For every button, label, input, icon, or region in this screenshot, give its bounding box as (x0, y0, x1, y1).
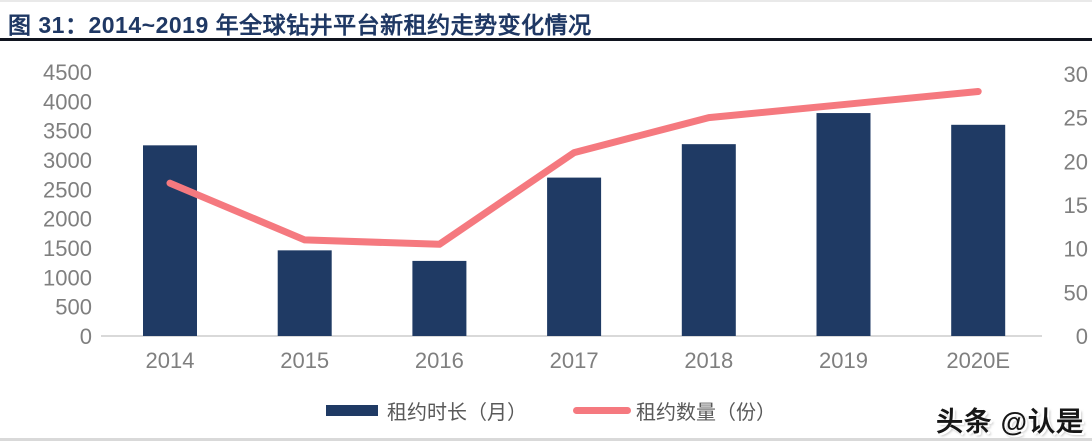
x-axis-label: 2016 (415, 348, 464, 373)
bar-2017 (547, 177, 602, 336)
left-axis-tick: 1500 (43, 236, 92, 261)
bar-series-swatch-icon (326, 404, 378, 416)
watermark: 头条 @认是 (936, 407, 1084, 437)
x-axis-label: 2018 (684, 348, 733, 373)
bar-2015 (277, 250, 332, 336)
figure-title: 图 31：2014~2019 年全球钻井平台新租约走势变化情况 (8, 12, 592, 38)
chart-legend: 租约时长（月） 租约数量（份） (326, 396, 776, 425)
x-axis-label: 2020E (946, 348, 1010, 373)
legend-label-bar-series: 租约时长（月） (387, 401, 527, 424)
page-edge-bottom (0, 438, 1092, 441)
left-axis-tick: 1000 (43, 265, 92, 290)
bar-2018 (681, 144, 736, 336)
x-axis-label: 2017 (550, 348, 599, 373)
right-axis-tick: 50 (1064, 280, 1088, 305)
left-axis-tick: 4000 (43, 89, 92, 114)
line-series (166, 87, 982, 248)
bar-2019 (816, 113, 871, 336)
legend-label-line-series: 租约数量（份） (636, 401, 776, 424)
bar-2016 (412, 260, 467, 336)
right-axis-tick: 0 (1076, 324, 1088, 349)
combo-chart: 0 500 1000 1500 2000 2500 3000 3500 4000 4500 0 50 1… (43, 60, 1088, 373)
right-axis-tick: 20 (1064, 149, 1088, 174)
right-axis-tick: 15 (1064, 193, 1088, 218)
legend-item-line-series: 租约数量（份） (573, 396, 776, 425)
left-axis-tick: 3500 (43, 119, 92, 144)
left-axis-tick: 2500 (43, 177, 92, 202)
left-axis-tick: 2000 (43, 207, 92, 232)
left-axis-tick: 3000 (43, 148, 92, 173)
left-axis-tick: 4500 (43, 60, 92, 85)
x-axis-label: 2015 (280, 348, 329, 373)
page-edge-top (0, 0, 1092, 2)
legend-item-bar-series: 租约时长（月） (326, 396, 527, 425)
bar-2020E (951, 124, 1006, 336)
left-axis-tick: 500 (55, 295, 92, 320)
right-axis-tick: 30 (1064, 62, 1088, 87)
title-underline (0, 38, 1092, 41)
left-axis-tick: 0 (80, 324, 92, 349)
x-axis-label: 2014 (146, 348, 195, 373)
right-axis-tick: 10 (1064, 237, 1088, 262)
line-series-swatch-icon (573, 406, 631, 414)
right-axis-tick: 25 (1064, 106, 1088, 131)
x-axis-label: 2019 (819, 348, 868, 373)
bar-2014 (143, 145, 197, 336)
